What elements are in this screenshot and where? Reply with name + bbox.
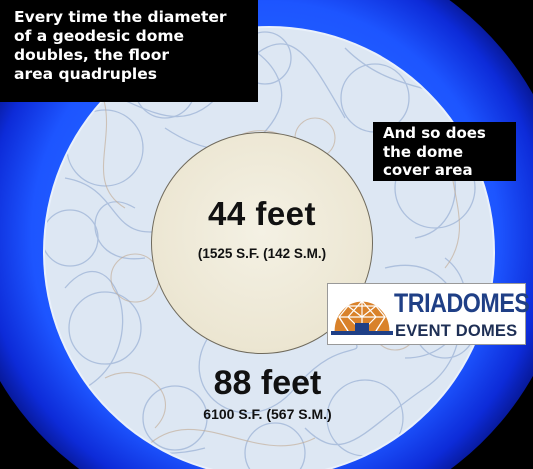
- callout-cover-area-line: And so does: [383, 124, 486, 142]
- callout-floor-area-line: Every time the diameter: [14, 8, 227, 26]
- callout-floor-area: Every time the diameter of a geodesic do…: [0, 0, 258, 102]
- geodesic-dome-icon: [331, 300, 393, 335]
- triadomes-logo: TRIADOMES EVENT DOMES: [327, 283, 530, 345]
- callout-cover-area-line: the dome: [383, 142, 464, 161]
- inner-diameter-label: 44 feet: [207, 195, 317, 232]
- outer-area-label: 6100 S.F. (567 S.M.): [203, 406, 332, 422]
- callout-floor-area-line: doubles, the floor: [14, 46, 169, 64]
- logo-brand-text: TRIADOMES: [394, 288, 530, 318]
- callout-cover-area: And so does the dome cover area: [373, 122, 516, 181]
- outer-diameter-label: 88 feet: [213, 364, 322, 402]
- callout-cover-area-line: cover area: [383, 161, 473, 179]
- logo-tagline: EVENT DOMES: [395, 322, 518, 340]
- inner-area-label: (1525 S.F. (142 S.M.): [197, 246, 327, 261]
- callout-floor-area-line: area quadruples: [14, 65, 157, 83]
- callout-floor-area-line: of a geodesic dome: [14, 27, 185, 45]
